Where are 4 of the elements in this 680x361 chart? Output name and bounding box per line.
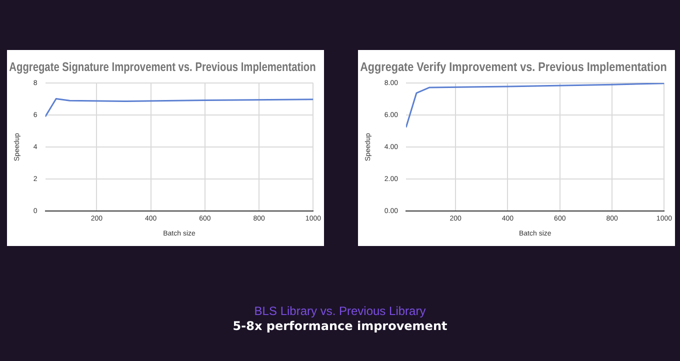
text: BLS Library vs. Previous Library <box>253 304 427 319</box>
text: 5-8x performance improvement <box>232 319 448 334</box>
chart-title: Aggregate Verify Improvement vs. Previous Implementation <box>360 60 667 74</box>
chart-title: Aggregate Signature Improvement vs. Previous Implementation <box>9 61 316 74</box>
